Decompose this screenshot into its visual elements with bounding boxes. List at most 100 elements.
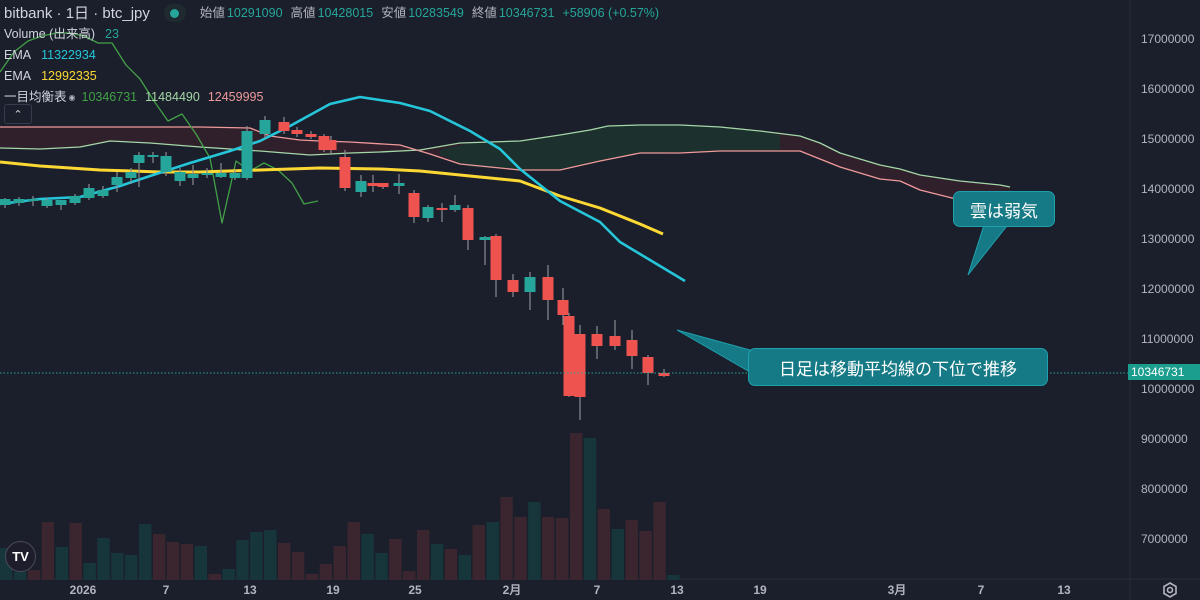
volume-bar [41,522,55,580]
volume-bar [55,547,68,580]
candle-bullish [41,200,53,206]
ichimoku-chikou-value: 10346731 [81,90,138,104]
high-label: 高値 [290,5,316,20]
ichimoku-senkou-a-value: 11484490 [145,90,200,104]
candle-bearish [278,122,290,131]
candle-bullish [241,131,253,178]
ichimoku-legend[interactable]: 一目均衡表 ◉ 10346731 11484490 12459995 [4,87,667,108]
candle-bullish [393,183,405,186]
chikou-line [0,32,319,224]
volume-bar [486,522,499,580]
candle-bearish [436,208,448,210]
price-axis[interactable]: 17000000 16000000 15000000 14000000 13000000… [1141,32,1195,546]
ema-fast-value: 11322934 [41,48,96,62]
candle-bearish [318,136,330,150]
volume-bar [611,529,624,580]
date-tick-label: 19 [753,583,767,597]
ema-fast-legend[interactable]: EMA 11322934 [4,45,667,66]
volume-bar [236,540,249,580]
symbol-row: bitbank · 1日 · btc_jpy 始値 10291090 高値 10… [4,2,667,24]
candle-bullish [187,174,199,178]
volume-bar [305,574,319,580]
chevron-up-icon: ⌃ [13,108,23,121]
price-tick-label: 11000000 [1141,332,1194,346]
volume-bar [569,433,583,580]
volume-bar [222,569,235,580]
volume-bar [625,520,638,580]
date-tick-label: 2026 [70,583,97,597]
candle-bullish [160,156,172,172]
volume-bar [417,530,430,580]
volume-bar [347,522,360,580]
candle-bearish [325,140,337,150]
ema-fast-name: EMA [4,48,32,62]
volume-bar [166,542,180,580]
ichimoku-name: 一目均衡表 [4,90,67,104]
ema-slow-legend[interactable]: EMA 12992335 [4,66,667,87]
price-tick-label: 10000000 [1141,382,1195,396]
candle-bearish [507,280,519,292]
volume-bar [139,524,152,580]
candle-bullish [125,172,137,178]
low-label: 安値 [381,5,407,20]
market-status-indicator[interactable] [163,4,186,22]
volume-legend[interactable]: Volume (出来高) 23 [4,24,667,45]
volume-bar [83,563,96,580]
price-tick-label: 13000000 [1141,232,1195,246]
candle-bearish [305,134,317,137]
tradingview-logo[interactable]: TV [5,541,36,572]
volume-bar [319,564,333,580]
symbol-title[interactable]: bitbank · 1日 · btc_jpy [4,4,150,22]
price-tick-label: 7000000 [1141,532,1188,546]
volume-bar [472,525,485,580]
volume-bar [667,575,680,580]
settings-gear-icon[interactable] [1160,580,1180,600]
candle-bearish [542,277,554,300]
volume-bar [180,544,194,580]
ema-slow-value: 12992335 [41,69,97,83]
candle-bearish [642,357,654,373]
volume-bar [194,546,207,580]
volume-bar [403,571,416,580]
candle-bearish [557,300,569,315]
candle-bearish [339,157,351,188]
last-price-tag: 10346731 [1128,364,1200,380]
date-tick-label: 19 [326,583,340,597]
collapse-legend-button[interactable]: ⌃ [4,104,32,124]
volume-bar [69,523,82,580]
date-tick-label: 7 [978,583,985,597]
volume-bar [125,555,138,580]
candle-bearish [291,130,303,134]
status-dot-icon [170,8,180,18]
candle-bullish [229,173,241,178]
candle-bullish [215,173,227,177]
price-tick-label: 17000000 [1141,32,1195,46]
volume-bar [458,555,472,580]
candle-bearish [609,336,621,346]
ema-fast-line [0,95,686,283]
date-tick-label: 13 [243,583,257,597]
volume-bar [152,534,166,580]
price-tick-label: 14000000 [1141,182,1195,196]
volume-bar [389,539,402,580]
candle-bearish [591,334,603,346]
low-value: 10283549 [408,5,464,20]
price-tick-label: 9000000 [1141,432,1188,446]
close-label: 終値 [471,5,497,20]
callout-below-ma[interactable]: 日足は移動平均線の下位で推移 [748,348,1048,386]
senkou-span-b-line [0,126,1010,201]
ichimoku-settings-icon[interactable]: ◉ [68,93,76,102]
candle-bearish [626,340,638,356]
candle-bullish [259,120,271,134]
candle-bullish [524,277,536,292]
time-axis[interactable]: 2026 7 13 19 25 2月 7 13 19 3月 7 13 [70,583,1071,597]
callout-below-ma-text: 日足は移動平均線の下位で推移 [779,359,1017,379]
callout-cloud-weak[interactable]: 雲は弱気 [953,191,1055,227]
callout-cloud-weak-text: 雲は弱気 [970,201,1038,221]
volume-bar [583,438,597,580]
candle-bullish [13,199,25,203]
volume-bar [13,572,27,580]
candle-bearish [574,334,586,397]
senkou-span-a-line [0,124,1011,188]
